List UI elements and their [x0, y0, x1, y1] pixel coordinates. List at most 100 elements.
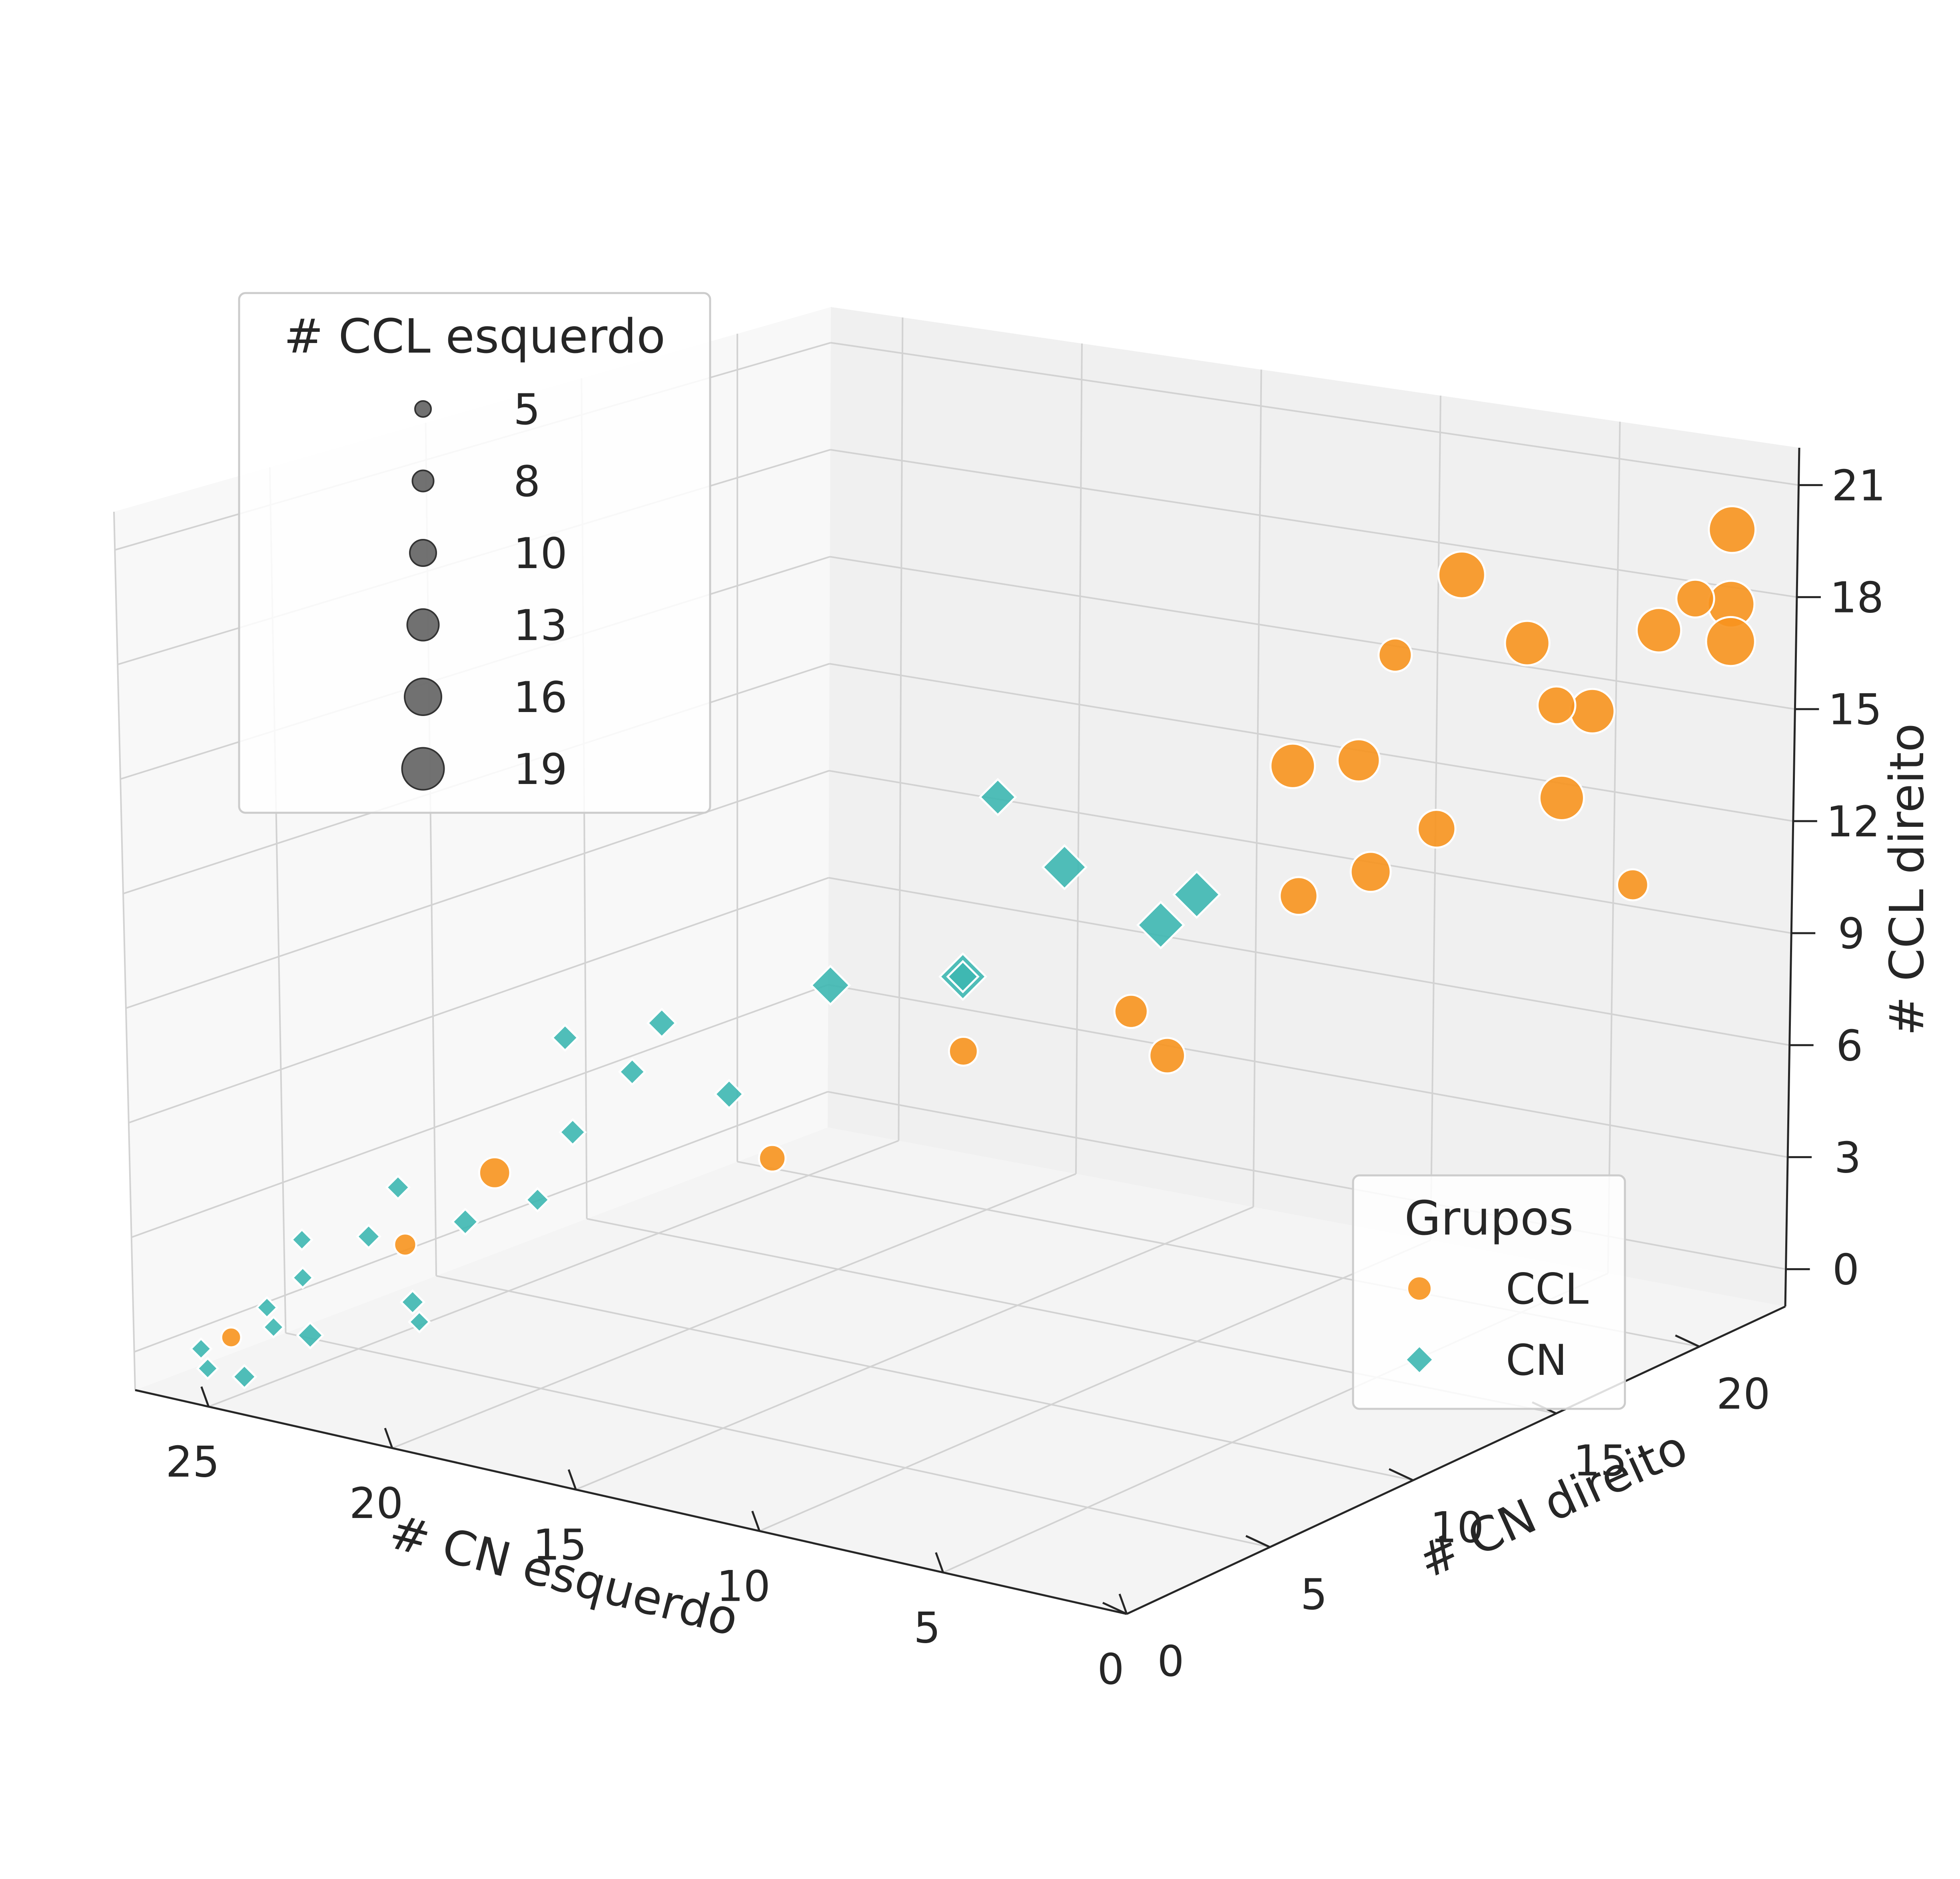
y-tick-label: 0 [1157, 1637, 1184, 1686]
cn-point [385, 1175, 411, 1201]
ccl-point [1113, 993, 1149, 1029]
x-gridline [1252, 369, 1262, 1207]
cn-point [399, 1289, 425, 1315]
y-tick-label: 15 [1573, 1436, 1627, 1485]
z-tick-label: 9 [1838, 909, 1864, 958]
y-tick-mark [1389, 1468, 1414, 1481]
cn-point [646, 1007, 677, 1039]
y-gridline [436, 1275, 1413, 1481]
cn-point [946, 960, 980, 993]
z-gridline [828, 984, 1788, 1158]
size-legend-title: # CCL esquerdo [284, 309, 665, 364]
cn-point [525, 1187, 551, 1213]
size-legend-label: 10 [513, 529, 567, 578]
x-gridline [392, 1173, 1076, 1449]
z-gridline [828, 877, 1790, 1046]
z-gridline [830, 342, 1799, 486]
cn-point [451, 1207, 479, 1236]
x-tick-mark [935, 1552, 944, 1573]
cn-point [232, 1364, 257, 1390]
z-tick-label: 12 [1826, 797, 1880, 846]
back-wall-pane [828, 307, 1799, 1307]
z-tick-label: 0 [1832, 1245, 1859, 1295]
ccl-point [1279, 876, 1319, 916]
y-tick-label: 5 [1300, 1570, 1327, 1619]
ccl-point [220, 1326, 242, 1348]
x-tick-label: 20 [349, 1479, 403, 1528]
group-legend-label: CN [1506, 1336, 1567, 1385]
ccl-point [758, 1144, 787, 1173]
z-tick-label: 18 [1830, 573, 1884, 622]
z-axis-label: # CCL direito [1879, 723, 1934, 1036]
ccl-point [1269, 742, 1316, 789]
tick-labels: 0 5 10 15 20 25 0 5 10 15 20 0 3 6 9 12 15 18 21 [166, 461, 1886, 1694]
cn-point [407, 1310, 431, 1334]
size-legend-label: 13 [513, 601, 567, 650]
z-gridline [128, 877, 829, 1124]
x-gridline [208, 1140, 899, 1408]
ccl-point [1708, 505, 1757, 554]
x-tick-label: 10 [717, 1562, 770, 1611]
cn-point [196, 1357, 220, 1380]
x-gridline [1607, 421, 1621, 1274]
ccl-point [393, 1233, 417, 1257]
size-legend-marker [414, 400, 432, 418]
x-tick-mark [384, 1428, 393, 1449]
z-gridline [827, 1091, 1786, 1270]
y-tick-label: 20 [1716, 1369, 1770, 1418]
size-legend-box [238, 292, 711, 814]
size-legend-marker [411, 469, 435, 493]
cn-point [559, 1118, 587, 1147]
size-legend-label: 16 [513, 673, 567, 722]
z-gridline [829, 663, 1794, 822]
y-gridline [113, 511, 136, 1390]
cn-point [551, 1023, 579, 1052]
y-tick-label: 10 [1430, 1503, 1484, 1552]
cn-point [810, 965, 851, 1006]
cn-point [291, 1266, 314, 1289]
axis-lines [135, 447, 1823, 1615]
cn-point [618, 1057, 647, 1086]
x-gridline [1075, 343, 1083, 1174]
z-tick-label: 15 [1828, 685, 1882, 734]
data-points [189, 505, 1757, 1390]
x-gridline [898, 317, 904, 1141]
x-tick-label: 15 [533, 1520, 587, 1570]
cn-point [290, 1228, 313, 1251]
ccl-point [1635, 607, 1683, 654]
x-tick-mark [567, 1469, 577, 1490]
ccl-point [1504, 620, 1551, 666]
z-gridline [126, 770, 830, 1009]
ccl-point [478, 1156, 511, 1189]
z-gridline [131, 984, 829, 1238]
size-legend-label: 5 [513, 385, 540, 434]
z-axis-line [1784, 447, 1800, 1307]
y-axis-line [1126, 1305, 1786, 1615]
size-legend-marker [409, 539, 437, 567]
ccl-point [1569, 688, 1616, 734]
cn-point [1041, 844, 1088, 890]
group-legend-title: Grupos [1404, 1191, 1573, 1246]
ccl-point [1377, 637, 1413, 673]
x-tick-mark [200, 1386, 210, 1407]
cn-point [262, 1315, 285, 1339]
ccl-point [948, 1035, 979, 1067]
z-gridline [830, 449, 1797, 598]
y-gridline [285, 1332, 1270, 1548]
size-legend-marker [404, 678, 442, 716]
group-legend: Grupos CCL CN [1352, 1174, 1626, 1410]
cn-point [978, 778, 1017, 817]
group-legend-marker-cn [1405, 1345, 1434, 1374]
group-legend-marker-ccl [1407, 1276, 1432, 1301]
cn-point [355, 1223, 381, 1250]
x-tick-label: 0 [1097, 1645, 1124, 1694]
cn-point [1136, 900, 1186, 949]
x-gridline [575, 1206, 1254, 1490]
size-legend-label: 19 [513, 745, 567, 794]
ccl-point [1705, 616, 1756, 667]
size-legend-marker [401, 747, 445, 791]
cn-point [255, 1296, 279, 1319]
y-tick-mark [1245, 1535, 1271, 1548]
z-gridline [830, 556, 1795, 710]
